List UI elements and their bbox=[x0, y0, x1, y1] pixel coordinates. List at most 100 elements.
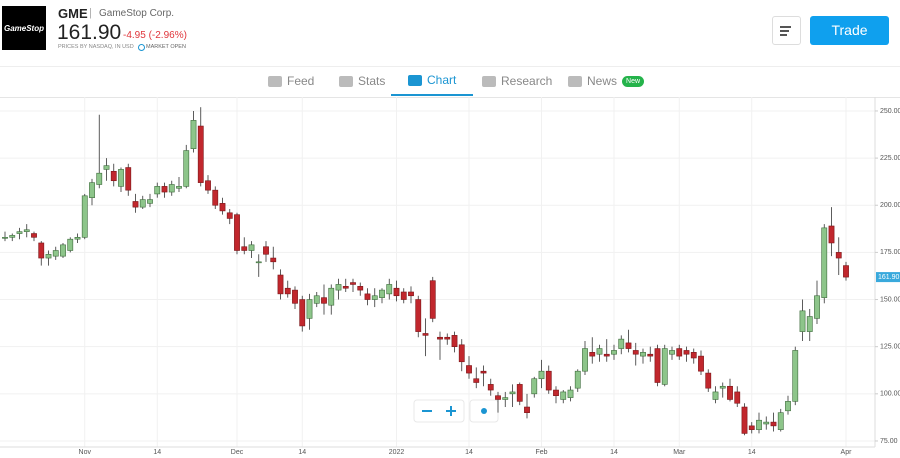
y-tick-label: 150.00 bbox=[880, 296, 900, 303]
candle-body bbox=[161, 186, 168, 193]
candle-body bbox=[835, 252, 842, 259]
candle-body bbox=[553, 389, 559, 397]
candle-body bbox=[415, 299, 422, 332]
candle-body bbox=[110, 170, 117, 182]
badge: New bbox=[622, 76, 645, 87]
candle-body bbox=[226, 212, 233, 219]
candle-body bbox=[248, 244, 255, 251]
x-tick-label: 14 bbox=[298, 449, 306, 456]
candle-body bbox=[292, 289, 298, 304]
candle-body bbox=[205, 180, 211, 191]
candle-body bbox=[705, 372, 712, 389]
candle-body bbox=[23, 229, 30, 232]
candle-body bbox=[335, 284, 342, 291]
tab[interactable]: Stats bbox=[339, 67, 385, 96]
x-tick-label: 2022 bbox=[389, 449, 405, 456]
tab[interactable]: Research bbox=[482, 67, 552, 96]
candle-body bbox=[313, 295, 320, 304]
candle-body bbox=[197, 125, 204, 183]
candle-body bbox=[741, 406, 748, 434]
candle-body bbox=[480, 370, 487, 374]
zoom-controls[interactable] bbox=[413, 399, 465, 423]
x-tick-label: Dec bbox=[231, 449, 244, 456]
trade-button[interactable]: Trade bbox=[810, 16, 889, 45]
candle-body bbox=[777, 412, 784, 430]
candle-body bbox=[81, 195, 88, 238]
candle-body bbox=[277, 274, 284, 295]
candle-body bbox=[647, 353, 654, 357]
candle-body bbox=[763, 421, 770, 425]
candle-body bbox=[502, 397, 509, 400]
candle-body bbox=[306, 299, 313, 319]
tab-icon bbox=[568, 76, 582, 87]
candle-body bbox=[263, 246, 269, 255]
candle-body bbox=[219, 203, 226, 212]
candle-body bbox=[487, 384, 494, 391]
candle-body bbox=[393, 287, 400, 297]
candle-body bbox=[466, 365, 472, 374]
candle-body bbox=[328, 287, 335, 306]
candle-body bbox=[495, 395, 501, 400]
candle-body bbox=[183, 150, 190, 187]
x-tick-label: Mar bbox=[673, 449, 686, 456]
candle-body bbox=[756, 419, 762, 430]
candle-body bbox=[16, 231, 23, 234]
candle-body bbox=[596, 348, 603, 355]
x-tick-label: Apr bbox=[841, 449, 853, 456]
candle-body bbox=[284, 287, 291, 295]
candle-body bbox=[654, 348, 661, 383]
candle-body bbox=[712, 391, 719, 400]
candle-body bbox=[545, 370, 552, 391]
watchlist-button[interactable] bbox=[772, 16, 801, 45]
zoom-in[interactable] bbox=[446, 406, 456, 416]
candle-body bbox=[589, 352, 596, 357]
candle-body bbox=[60, 244, 66, 257]
tab-label: Research bbox=[501, 74, 553, 88]
candle-body bbox=[67, 238, 74, 251]
tab-icon bbox=[268, 76, 282, 87]
tab[interactable]: Feed bbox=[268, 67, 314, 96]
tab-icon bbox=[482, 76, 496, 87]
candle-body bbox=[611, 350, 617, 355]
candle-body bbox=[350, 282, 356, 285]
chart: 75.00 100.00 125.00 150.00 175.00 200.00 225.0… bbox=[0, 97, 900, 456]
tab[interactable]: Chart bbox=[391, 67, 474, 96]
candle-body bbox=[2, 237, 8, 239]
candle-body bbox=[154, 186, 161, 195]
last-price-tag bbox=[876, 272, 900, 283]
logo: GameStop bbox=[2, 6, 46, 50]
candle-body bbox=[458, 344, 465, 363]
candle-body bbox=[379, 289, 385, 298]
candle-body bbox=[437, 336, 443, 340]
candle-body bbox=[190, 120, 197, 149]
candle-body bbox=[234, 214, 240, 251]
candle-body bbox=[690, 352, 697, 359]
y-tick-label: 200.00 bbox=[880, 202, 900, 209]
candle-body bbox=[509, 391, 516, 395]
candle-body bbox=[212, 189, 219, 206]
candle-body bbox=[632, 350, 639, 355]
status: MARKET OPEN bbox=[146, 44, 186, 50]
candle-body bbox=[516, 384, 523, 402]
candle-body bbox=[806, 316, 813, 332]
candle-body bbox=[748, 425, 755, 430]
tab[interactable]: News New bbox=[568, 67, 645, 96]
candle-body bbox=[444, 336, 451, 340]
share-icon bbox=[481, 408, 487, 414]
candle-body bbox=[429, 280, 436, 319]
candle-body bbox=[299, 299, 306, 327]
candle-body bbox=[342, 286, 349, 289]
candle-body bbox=[241, 246, 248, 251]
candle-body bbox=[574, 370, 581, 389]
candle-body bbox=[125, 167, 132, 191]
candle-body bbox=[618, 338, 625, 349]
candle-body bbox=[38, 242, 45, 259]
y-tick-label: 100.00 bbox=[880, 391, 900, 398]
tab-bar: Feed Stats Chart Research News New bbox=[0, 66, 900, 98]
candle-body bbox=[89, 182, 95, 199]
candle-body bbox=[799, 310, 806, 332]
x-tick-label: 14 bbox=[610, 449, 618, 456]
candle-body bbox=[734, 391, 741, 404]
candle-body bbox=[321, 297, 327, 304]
